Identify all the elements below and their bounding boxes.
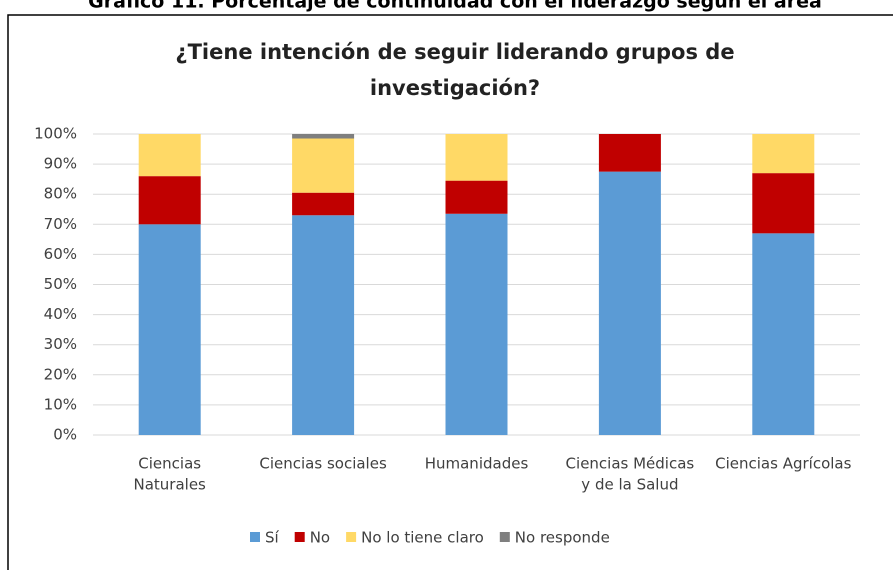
x-tick-label: Humanidades	[425, 455, 529, 473]
bar-segment	[598, 134, 661, 172]
x-tick-label: y de la Salud	[581, 476, 678, 494]
legend-label: No responde	[515, 529, 610, 547]
legend-swatch	[250, 532, 260, 542]
legend-swatch	[294, 532, 305, 542]
x-tick-label: Ciencias sociales	[259, 455, 387, 473]
bar-segment	[292, 192, 355, 216]
legend-swatch	[346, 532, 357, 542]
y-tick-label: 30%	[44, 335, 77, 353]
y-tick-label: 10%	[44, 395, 77, 413]
legend-label: No lo tiene claro	[361, 529, 484, 547]
y-tick-label: 70%	[44, 215, 77, 233]
bar-segment	[138, 134, 201, 177]
bar-segment	[292, 138, 355, 193]
y-tick-label: 100%	[34, 125, 77, 143]
bar-segment	[598, 171, 661, 435]
bar-segment	[292, 134, 355, 139]
bar-segment	[292, 215, 355, 435]
x-tick-label: Ciencias	[138, 455, 201, 473]
y-tick-label: 80%	[44, 185, 77, 203]
y-tick-label: 60%	[44, 245, 77, 263]
bar-segment	[445, 213, 508, 435]
x-tick-label: Naturales	[134, 476, 207, 494]
bar-segment	[138, 224, 201, 435]
legend-label: No	[310, 529, 330, 547]
bar-segment	[752, 173, 815, 234]
chart-title: ¿Tiene intención de seguir liderando gru…	[175, 40, 734, 64]
bar-segment	[445, 134, 508, 181]
x-tick-label: Ciencias Agrícolas	[715, 455, 851, 473]
legend-label: Sí	[265, 529, 280, 547]
legend-swatch	[499, 532, 510, 542]
y-tick-label: 40%	[44, 305, 77, 323]
x-tick-label: Ciencias Médicas	[566, 455, 695, 473]
bar-segment	[138, 176, 201, 225]
y-tick-label: 90%	[44, 155, 77, 173]
caption: Gráfico 11. Porcentaje de continuidad co…	[88, 0, 822, 13]
bar-segment	[752, 134, 815, 174]
y-tick-label: 0%	[53, 426, 77, 444]
y-tick-label: 50%	[44, 275, 77, 293]
chart-title: investigación?	[370, 76, 540, 100]
y-tick-label: 20%	[44, 365, 77, 383]
bar-segment	[752, 233, 815, 435]
bar-segment	[445, 180, 508, 214]
